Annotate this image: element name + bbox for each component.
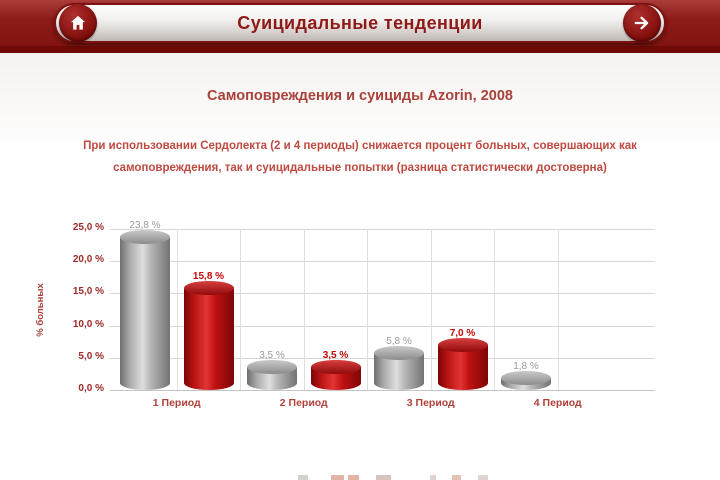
y-axis-tick-label: 20,0 % [72, 254, 104, 266]
bar-value-label: 3,5 % [322, 350, 349, 362]
gridline-vertical [430, 229, 432, 390]
x-axis-label: 1 Период [152, 397, 201, 409]
gridline-horizontal [110, 390, 655, 391]
bar-value-label: 23,8 % [129, 219, 161, 231]
bar-value-label: 5,8 % [386, 335, 412, 347]
red-series-bar-period-3 [437, 337, 488, 390]
bar-chart: % больных 25,0 % 20,0 % 15,0 % 10,0 % 5,0 % 0… [30, 205, 690, 425]
gridline-vertical [240, 229, 242, 390]
x-axis-label: 3 Период [406, 397, 455, 409]
gridline-horizontal [110, 229, 655, 230]
gridline-horizontal [110, 325, 655, 327]
description-line-2: самоповреждения, так и суицидальные попы… [113, 161, 607, 174]
next-button[interactable] [623, 4, 661, 42]
gray-series-bar-period-2 [247, 360, 297, 390]
y-axis-tick-label: 15,0 % [72, 286, 104, 298]
cutoff-text-fragment [298, 475, 308, 480]
slide-title: Самоповреждения и суициды Azorin, 2008 [207, 88, 513, 104]
gray-series-bar-period-4 [501, 371, 551, 390]
x-axis-label: 4 Период [533, 397, 582, 409]
gridline-vertical [494, 229, 496, 390]
red-series-bar-period-1 [183, 281, 234, 390]
cutoff-text-fragment [331, 475, 344, 480]
bar-value-label: 1,8 % [513, 361, 539, 373]
gray-series-bar-period-3 [374, 345, 424, 390]
x-axis-label: 2 Период [279, 397, 328, 409]
gridline-vertical [367, 229, 369, 390]
bar-value-label: 3,5 % [259, 350, 285, 362]
gridline-horizontal [110, 261, 655, 263]
bar-value-label: 7,0 % [449, 327, 476, 339]
gridline-vertical [176, 229, 178, 390]
slide-description: При использовании Сердолекта (2 и 4 пери… [12, 136, 708, 180]
gridline-vertical [303, 229, 305, 390]
page-title: Суицидальные тенденции [237, 13, 483, 33]
cutoff-text-fragment [376, 475, 391, 480]
y-axis-tick-label: 10,0 % [72, 318, 104, 330]
y-axis-tick-label: 0,0 % [78, 383, 104, 394]
header-pill [54, 3, 666, 43]
red-series-bar-period-2 [310, 360, 361, 390]
cutoff-text-fragment [478, 475, 488, 480]
y-axis-tick-label: 25,0 % [72, 222, 104, 233]
home-button[interactable] [59, 4, 97, 42]
gray-series-bar-period-1 [120, 229, 170, 390]
top-bar-divider [0, 46, 720, 53]
cutoff-text-fragment [430, 475, 436, 480]
gridline-horizontal [110, 293, 655, 295]
description-line-1: При использовании Сердолекта (2 и 4 пери… [83, 140, 637, 152]
y-axis-tick-label: 5,0 % [78, 350, 104, 362]
arrow-right-icon [632, 13, 652, 33]
cutoff-text-fragment [452, 475, 461, 480]
gridline-vertical [557, 229, 559, 390]
bar-value-label: 15,8 % [192, 271, 225, 283]
cutoff-text-fragment [348, 475, 359, 480]
home-icon [68, 13, 88, 33]
